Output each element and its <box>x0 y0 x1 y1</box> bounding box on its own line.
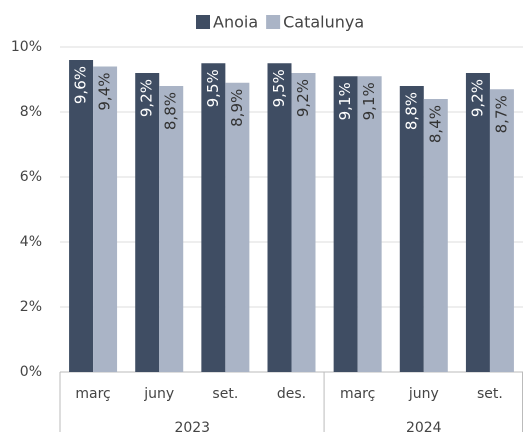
y-tick-label: 10% <box>11 39 42 55</box>
bar <box>333 76 358 372</box>
value-label: 9,1% <box>360 82 378 120</box>
value-label: 9,4% <box>96 73 114 111</box>
bar <box>69 60 94 372</box>
y-tick-label: 2% <box>20 299 42 315</box>
x-tick-label: set. <box>477 386 503 402</box>
y-tick-label: 8% <box>20 104 42 120</box>
value-label: 9,2% <box>294 79 312 117</box>
x-tick-label: març <box>75 386 110 402</box>
bar <box>291 73 316 372</box>
bar <box>159 86 184 372</box>
bar <box>225 82 250 372</box>
bar <box>201 63 226 372</box>
y-tick-label: 4% <box>20 234 42 250</box>
value-label: 8,4% <box>426 105 444 143</box>
value-label: 8,8% <box>402 92 420 130</box>
x-tick-label: des. <box>277 386 306 402</box>
value-label: 9,5% <box>204 69 222 107</box>
bar <box>93 66 118 372</box>
group-label: 2023 <box>174 420 210 432</box>
value-label: 8,8% <box>162 92 180 130</box>
value-label: 9,2% <box>138 79 156 117</box>
bar <box>399 86 424 372</box>
legend-label: Catalunya <box>283 13 364 32</box>
legend-swatch <box>196 15 210 29</box>
bar <box>357 76 382 372</box>
bar <box>135 73 160 372</box>
value-label: 9,5% <box>270 69 288 107</box>
value-label: 9,2% <box>468 79 486 117</box>
value-label: 8,9% <box>228 89 246 127</box>
value-label: 9,6% <box>72 66 90 104</box>
legend-label: Anoia <box>213 13 258 32</box>
value-label: 8,7% <box>492 95 510 133</box>
bar <box>423 99 448 372</box>
bar <box>465 73 490 372</box>
bar <box>267 63 292 372</box>
x-tick-label: juny <box>408 386 439 402</box>
x-tick-label: set. <box>212 386 238 402</box>
legend-swatch <box>266 15 281 29</box>
group-label: 2024 <box>406 420 442 432</box>
x-tick-label: març <box>340 386 375 402</box>
y-tick-label: 6% <box>20 169 42 185</box>
bar <box>489 89 514 372</box>
value-label: 9,1% <box>336 82 354 120</box>
x-tick-label: juny <box>143 386 174 402</box>
y-tick-label: 0% <box>20 364 42 380</box>
